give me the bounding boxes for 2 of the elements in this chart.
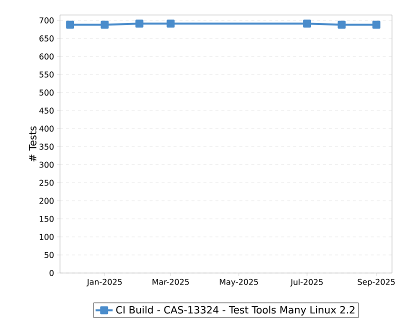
legend-label: CI Build - CAS-13324 - Test Tools Many Linux 2.2 [116,306,354,316]
y-axis-title: # Tests [29,126,36,162]
